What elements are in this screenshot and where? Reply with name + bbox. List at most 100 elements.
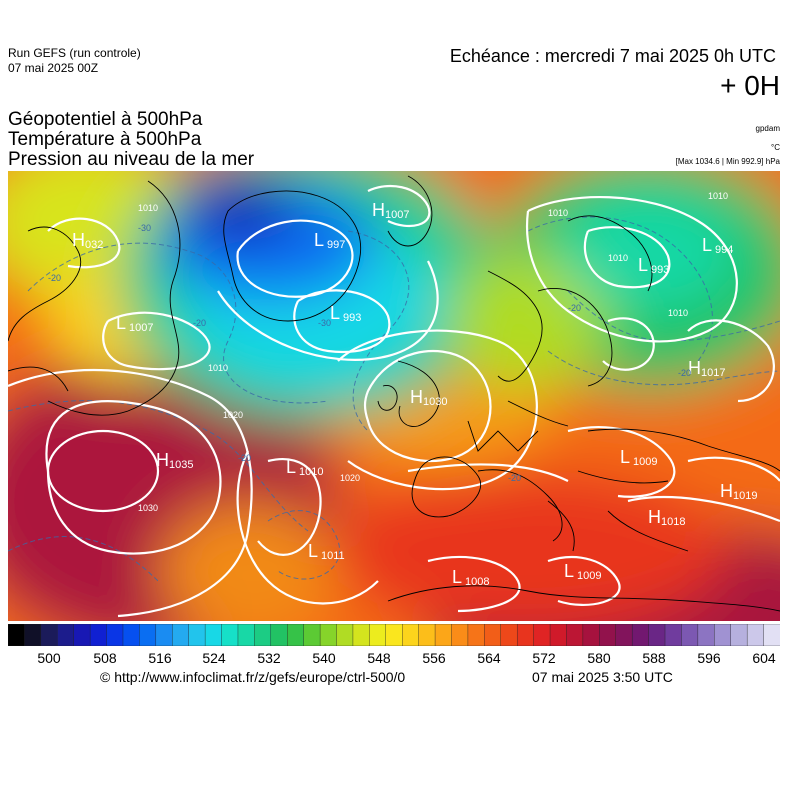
pressure-center-value: 994 <box>715 244 733 256</box>
pressure-center: H 032 <box>72 230 103 251</box>
colorbar-swatch <box>221 624 239 646</box>
colorbar-swatch <box>139 624 157 646</box>
pressure-center: L 994 <box>702 235 733 256</box>
isobar-label: 1010 <box>138 203 158 213</box>
generation-time: 07 mai 2025 3:50 UTC <box>532 669 673 685</box>
pressure-center: L 1008 <box>452 567 489 588</box>
colorbar-swatch <box>402 624 420 646</box>
isotherm-label: -20 <box>48 273 61 283</box>
colorbar <box>8 624 780 646</box>
colorbar-swatch <box>24 624 42 646</box>
colorbar-swatch <box>681 624 699 646</box>
isotherm-label: -20 <box>238 453 251 463</box>
pressure-center-letter: H <box>372 200 385 220</box>
colorbar-swatch <box>369 624 387 646</box>
pressure-center: H 1007 <box>372 200 409 221</box>
colorbar-swatch <box>664 624 683 646</box>
colorbar-swatch <box>89 624 108 646</box>
isotherm-label: -30 <box>138 223 151 233</box>
colorbar-tick: 532 <box>257 650 281 666</box>
isotherm-label: -30 <box>318 318 331 328</box>
isobar-label: 1010 <box>708 191 728 201</box>
colorbar-swatch <box>57 624 75 646</box>
colorbar-swatch <box>746 624 765 646</box>
pressure-center-value: 1019 <box>733 490 757 502</box>
colorbar-swatch <box>516 624 535 646</box>
colorbar-tick: 572 <box>532 650 556 666</box>
forecast-valid-time: Echéance : mercredi 7 mai 2025 0h UTC <box>449 46 776 66</box>
colorbar-swatch <box>303 624 321 646</box>
colorbar-swatch <box>582 624 601 646</box>
pressure-center-value: 997 <box>327 239 345 251</box>
colorbar-swatch <box>615 624 633 646</box>
pressure-center-letter: L <box>638 255 648 275</box>
pressure-center: L 997 <box>314 230 345 251</box>
colorbar-swatch <box>500 624 518 646</box>
run-date: 07 mai 2025 00Z <box>8 61 99 75</box>
colorbar-swatch <box>648 624 666 646</box>
pressure-center: H 1017 <box>688 358 725 379</box>
pressure-center-letter: L <box>702 235 712 255</box>
pressure-center-letter: L <box>330 303 340 323</box>
pressure-center-value: 1011 <box>321 550 345 562</box>
pressure-center: H 1018 <box>648 507 685 528</box>
pressure-center: L 1011 <box>308 541 345 562</box>
colorbar-tick: 524 <box>202 650 226 666</box>
pressure-center-value: 1035 <box>169 459 193 471</box>
pressure-center-letter: H <box>156 450 169 470</box>
pressure-center: L 993 <box>330 303 361 324</box>
colorbar-swatch <box>204 624 223 646</box>
colorbar-tick: 604 <box>752 650 776 666</box>
weather-map: H 032 L 1007 H 1035 L 997 H 1007 L 993 L 993 L9… <box>8 171 780 621</box>
isobar-label: 1010 <box>548 208 568 218</box>
param-geopotential: Géopotentiel à 500hPa <box>8 109 203 130</box>
colorbar-swatch <box>434 624 453 646</box>
colorbar-swatch <box>270 624 288 646</box>
unit-geopotential: gpdam <box>755 124 780 133</box>
pressure-center-letter: L <box>286 457 296 477</box>
colorbar-swatch <box>484 624 502 646</box>
colorbar-swatch <box>714 624 732 646</box>
colorbar-swatch <box>188 624 206 646</box>
colorbar-tick: 508 <box>93 650 117 666</box>
colorbar-tick: 596 <box>697 650 721 666</box>
colorbar-swatch <box>336 624 354 646</box>
colorbar-swatch <box>8 624 26 646</box>
pressure-center-value: 1008 <box>465 576 489 588</box>
pressure-center: H 1030 <box>410 387 447 408</box>
colorbar-swatch <box>155 624 173 646</box>
pressure-center-value: 1010 <box>299 466 323 478</box>
pressure-center-value: 1030 <box>423 396 447 408</box>
colorbar-tick: 556 <box>422 650 446 666</box>
pressure-center: L 1007 <box>116 313 153 334</box>
pressure-center-value: 1009 <box>577 570 601 582</box>
colorbar-swatch <box>287 624 305 646</box>
colorbar-swatch <box>254 624 272 646</box>
isobar-label: 1020 <box>340 473 360 483</box>
colorbar-swatch <box>40 624 58 646</box>
run-title: Run GEFS (run controle) <box>8 46 141 60</box>
colorbar-tick: 588 <box>642 650 666 666</box>
isobar-lines <box>8 184 780 618</box>
isotherm-label: -20 <box>568 303 581 313</box>
colorbar-tick: 564 <box>477 650 501 666</box>
isobar-label: 1020 <box>223 410 243 420</box>
isotherm-label: -20 <box>678 368 691 378</box>
colorbar-swatch <box>763 624 780 646</box>
pressure-center: H 1019 <box>720 481 757 502</box>
isotherm-label: -20 <box>193 318 206 328</box>
pressure-center-value: 1007 <box>129 322 153 334</box>
pressure-center-letter: H <box>688 358 701 378</box>
pressure-center: L 1009 <box>564 561 601 582</box>
colorbar-swatch <box>73 624 91 646</box>
forecast-offset: + 0H <box>720 70 780 101</box>
colorbar-swatch <box>418 624 436 646</box>
isobar-label: 1010 <box>608 253 628 263</box>
pressure-center-value: 1018 <box>661 516 685 528</box>
isotherm-value-labels: -20 -20 -30 -20 -20 -30 -20 -20 <box>48 223 691 483</box>
colorbar-swatch <box>451 624 469 646</box>
pressure-center-value: 993 <box>343 312 361 324</box>
unit-temperature: °C <box>771 143 780 152</box>
colorbar-swatch <box>467 624 486 646</box>
pressure-center: L 993 <box>638 255 669 276</box>
